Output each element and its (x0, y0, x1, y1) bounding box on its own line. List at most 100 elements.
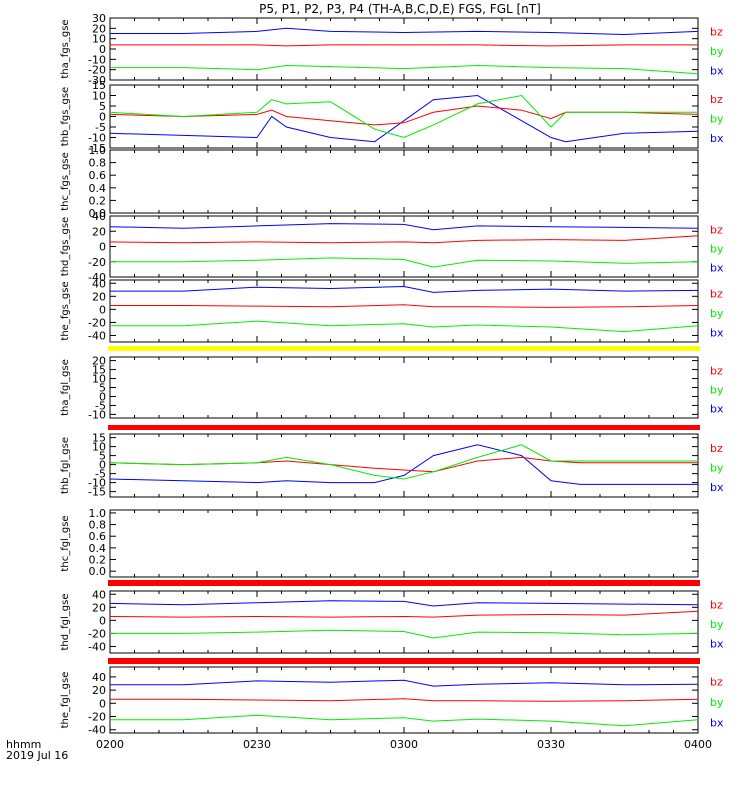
y-tick-label: 0.2 (89, 554, 107, 567)
legend-by: by (710, 462, 724, 475)
legend-by: by (710, 307, 724, 320)
legend-bz: bz (710, 675, 723, 688)
y-tick-label: 20 (92, 225, 106, 238)
y-tick-label: -40 (88, 724, 106, 737)
y-tick-label: 0.6 (89, 530, 107, 543)
series-line-by (109, 94, 698, 139)
time-axis: 0200 0230 0300 0330 0400 hhmm 2019 Jul 1… (6, 738, 712, 762)
panel-thc_fgl_gse: 0.00.20.40.60.81.0 thc_fgl_gse (60, 507, 699, 578)
y-tick-label: 10 (92, 90, 106, 103)
legend-by: by (710, 696, 724, 709)
panel-frame (109, 590, 699, 654)
y-tick-label: 10 (92, 441, 106, 454)
y-tick-label: 0.0 (89, 565, 107, 578)
status-bars (108, 346, 700, 664)
panel-frame (109, 17, 699, 81)
y-tick-label: -5 (95, 468, 106, 481)
time-tick-label-4: 0400 (684, 738, 712, 751)
y-tick-label: 1.0 (89, 507, 107, 520)
y-tick-label: 20 (92, 684, 106, 697)
panel-frame (109, 149, 699, 214)
legend-bx: bx (710, 717, 724, 730)
y-axis-label: thb_fgl_gse (60, 437, 71, 494)
legend-by: by (710, 45, 724, 58)
legend-bz: bz (710, 599, 723, 612)
y-tick-label: -30 (88, 74, 106, 87)
legend-bz: bz (710, 26, 723, 39)
y-tick-label: 20 (92, 290, 106, 303)
y-tick-label: 0.8 (89, 157, 107, 170)
y-tick-label: 15 (92, 364, 106, 377)
y-axis-label: thd_fgl_gse (60, 594, 71, 651)
y-tick-label: 10 (92, 33, 106, 46)
legend-bx: bx (710, 481, 724, 494)
y-tick-label: -10 (88, 132, 106, 145)
y-tick-label: 10 (92, 373, 106, 386)
series-line-bx (109, 444, 698, 485)
time-tick-label-1: 0230 (243, 738, 271, 751)
y-tick-label: 40 (92, 671, 106, 684)
figure-title: P5, P1, P2, P3, P4 (TH-A,B,C,D,E) FGS, F… (259, 2, 541, 16)
time-tick-label-3: 0330 (537, 738, 565, 751)
y-axis-label: thb_fgs_gse (60, 87, 71, 146)
y-tick-label: 0 (99, 43, 106, 56)
y-tick-label: -5 (95, 399, 106, 412)
y-axis-label: thd_fgs_gse (60, 217, 71, 276)
y-tick-label: 15 (92, 432, 106, 445)
y-tick-label: 0.6 (89, 169, 107, 182)
legend-by: by (710, 384, 724, 397)
y-tick-label: -10 (88, 408, 106, 421)
series-line-bz (109, 456, 698, 473)
y-axis-label: the_fgl_gse (60, 672, 71, 729)
y-tick-label: -40 (88, 640, 106, 653)
series-line-by (110, 64, 699, 75)
legend-bz: bz (710, 442, 723, 455)
y-tick-label: 15 (92, 79, 106, 92)
y-tick-label: 0 (99, 390, 106, 403)
series-line-bx (109, 94, 699, 143)
y-axis-label: thc_fgl_gse (60, 515, 71, 571)
y-tick-label: 30 (92, 12, 106, 25)
y-axis-label: the_fgs_gse (60, 281, 71, 340)
legend-bx: bx (710, 403, 724, 416)
time-tick-label-0: 0200 (96, 738, 124, 751)
panel-frame (109, 509, 699, 578)
legend-bx: bx (710, 262, 724, 275)
y-tick-label: 0 (99, 697, 106, 710)
y-tick-label: 0 (99, 459, 106, 472)
legend-by: by (710, 243, 724, 256)
legend-by: by (710, 618, 724, 631)
y-tick-label: 0 (99, 111, 106, 124)
status-bar-red-1 (108, 425, 700, 430)
y-axis-label: tha_fgs_gse (60, 19, 71, 78)
y-tick-label: 5 (99, 382, 106, 395)
y-tick-label: -5 (95, 121, 106, 134)
series-line-bz (110, 698, 699, 702)
legend-bx: bx (710, 132, 724, 145)
y-tick-label: 0.4 (89, 182, 107, 195)
legend-bx: bx (710, 637, 724, 650)
y-axis-label: thc_fgs_gse (60, 152, 71, 211)
y-tick-label: 0.2 (89, 194, 107, 207)
series-line-bx (110, 285, 699, 293)
panel-frame (109, 215, 699, 278)
series-line-bx (110, 27, 699, 36)
status-bar-yellow (108, 346, 700, 351)
y-tick-label: 0 (99, 614, 106, 627)
y-tick-label: 5 (99, 100, 106, 113)
y-tick-label: 20 (92, 355, 106, 368)
series-line-by (110, 629, 699, 639)
y-tick-label: 40 (92, 277, 106, 290)
series-line-bz (109, 105, 699, 126)
y-tick-label: -10 (88, 477, 106, 490)
legend-bz: bz (710, 365, 723, 378)
time-corner-label: hhmm (6, 738, 41, 751)
legend-bx: bx (710, 326, 724, 339)
